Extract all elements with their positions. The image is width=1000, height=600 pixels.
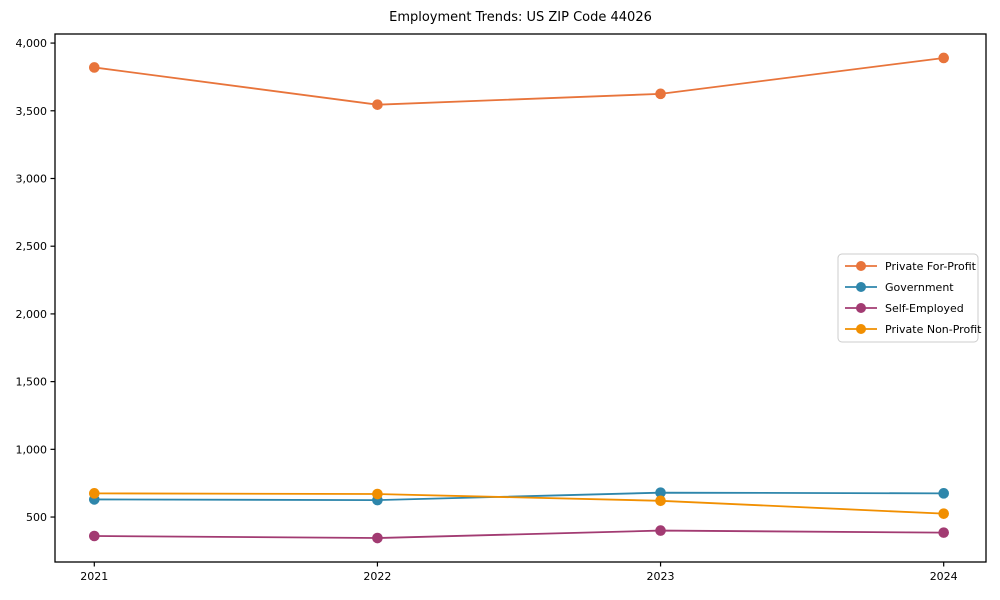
data-point-private-for-profit-2022 [372, 99, 383, 110]
data-point-private-non-profit-2021 [89, 488, 100, 499]
y-tick-label: 1,000 [16, 443, 48, 456]
legend-label-government: Government [885, 281, 954, 294]
series-line-private-non-profit [94, 492, 944, 515]
data-point-private-non-profit-2023 [655, 495, 666, 507]
x-tick-label: 2022 [363, 570, 391, 583]
x-tick-label: 2024 [930, 570, 958, 583]
data-point-private-for-profit-2023 [655, 88, 666, 100]
data-point-private-non-profit-2022 [372, 488, 383, 500]
chart-title: Employment Trends: US ZIP Code 44026 [389, 10, 652, 25]
series-line-government [94, 491, 944, 502]
data-point-private-for-profit-2021 [89, 62, 100, 73]
data-point-self-employed-2021 [89, 530, 100, 542]
legend [837, 253, 979, 343]
y-tick-label: 3,000 [16, 172, 48, 185]
legend-swatch-marker-private-non-profit [856, 324, 866, 334]
series-line-private-for-profit [94, 57, 944, 106]
legend-label-private-non-profit: Private Non-Profit [885, 323, 982, 336]
y-tick-label: 2,000 [16, 308, 48, 321]
legend-swatch-marker-government [856, 282, 866, 292]
legend-label-private-for-profit: Private For-Profit [885, 260, 977, 273]
data-point-private-non-profit-2024 [938, 508, 949, 519]
y-tick-label: 500 [26, 511, 47, 524]
plot-area-border [54, 33, 987, 563]
y-tick-label: 3,500 [16, 105, 48, 118]
y-tick-label: 2,500 [16, 240, 48, 253]
data-point-private-for-profit-2024 [938, 52, 949, 64]
y-tick-label: 4,000 [16, 37, 48, 50]
data-point-self-employed-2023 [655, 525, 666, 536]
legend-swatch-marker-self-employed [856, 303, 866, 313]
data-point-self-employed-2022 [372, 532, 383, 544]
data-point-self-employed-2024 [938, 527, 949, 538]
y-tick-label: 1,500 [16, 376, 48, 389]
series-line-self-employed [94, 529, 944, 539]
x-tick-label: 2021 [80, 570, 108, 583]
x-tick-label: 2023 [647, 570, 675, 583]
data-point-government-2024 [938, 488, 949, 499]
legend-swatch-marker-private-for-profit [856, 261, 866, 271]
legend-label-self-employed: Self-Employed [885, 302, 964, 315]
data-point-government-2023 [655, 487, 666, 498]
